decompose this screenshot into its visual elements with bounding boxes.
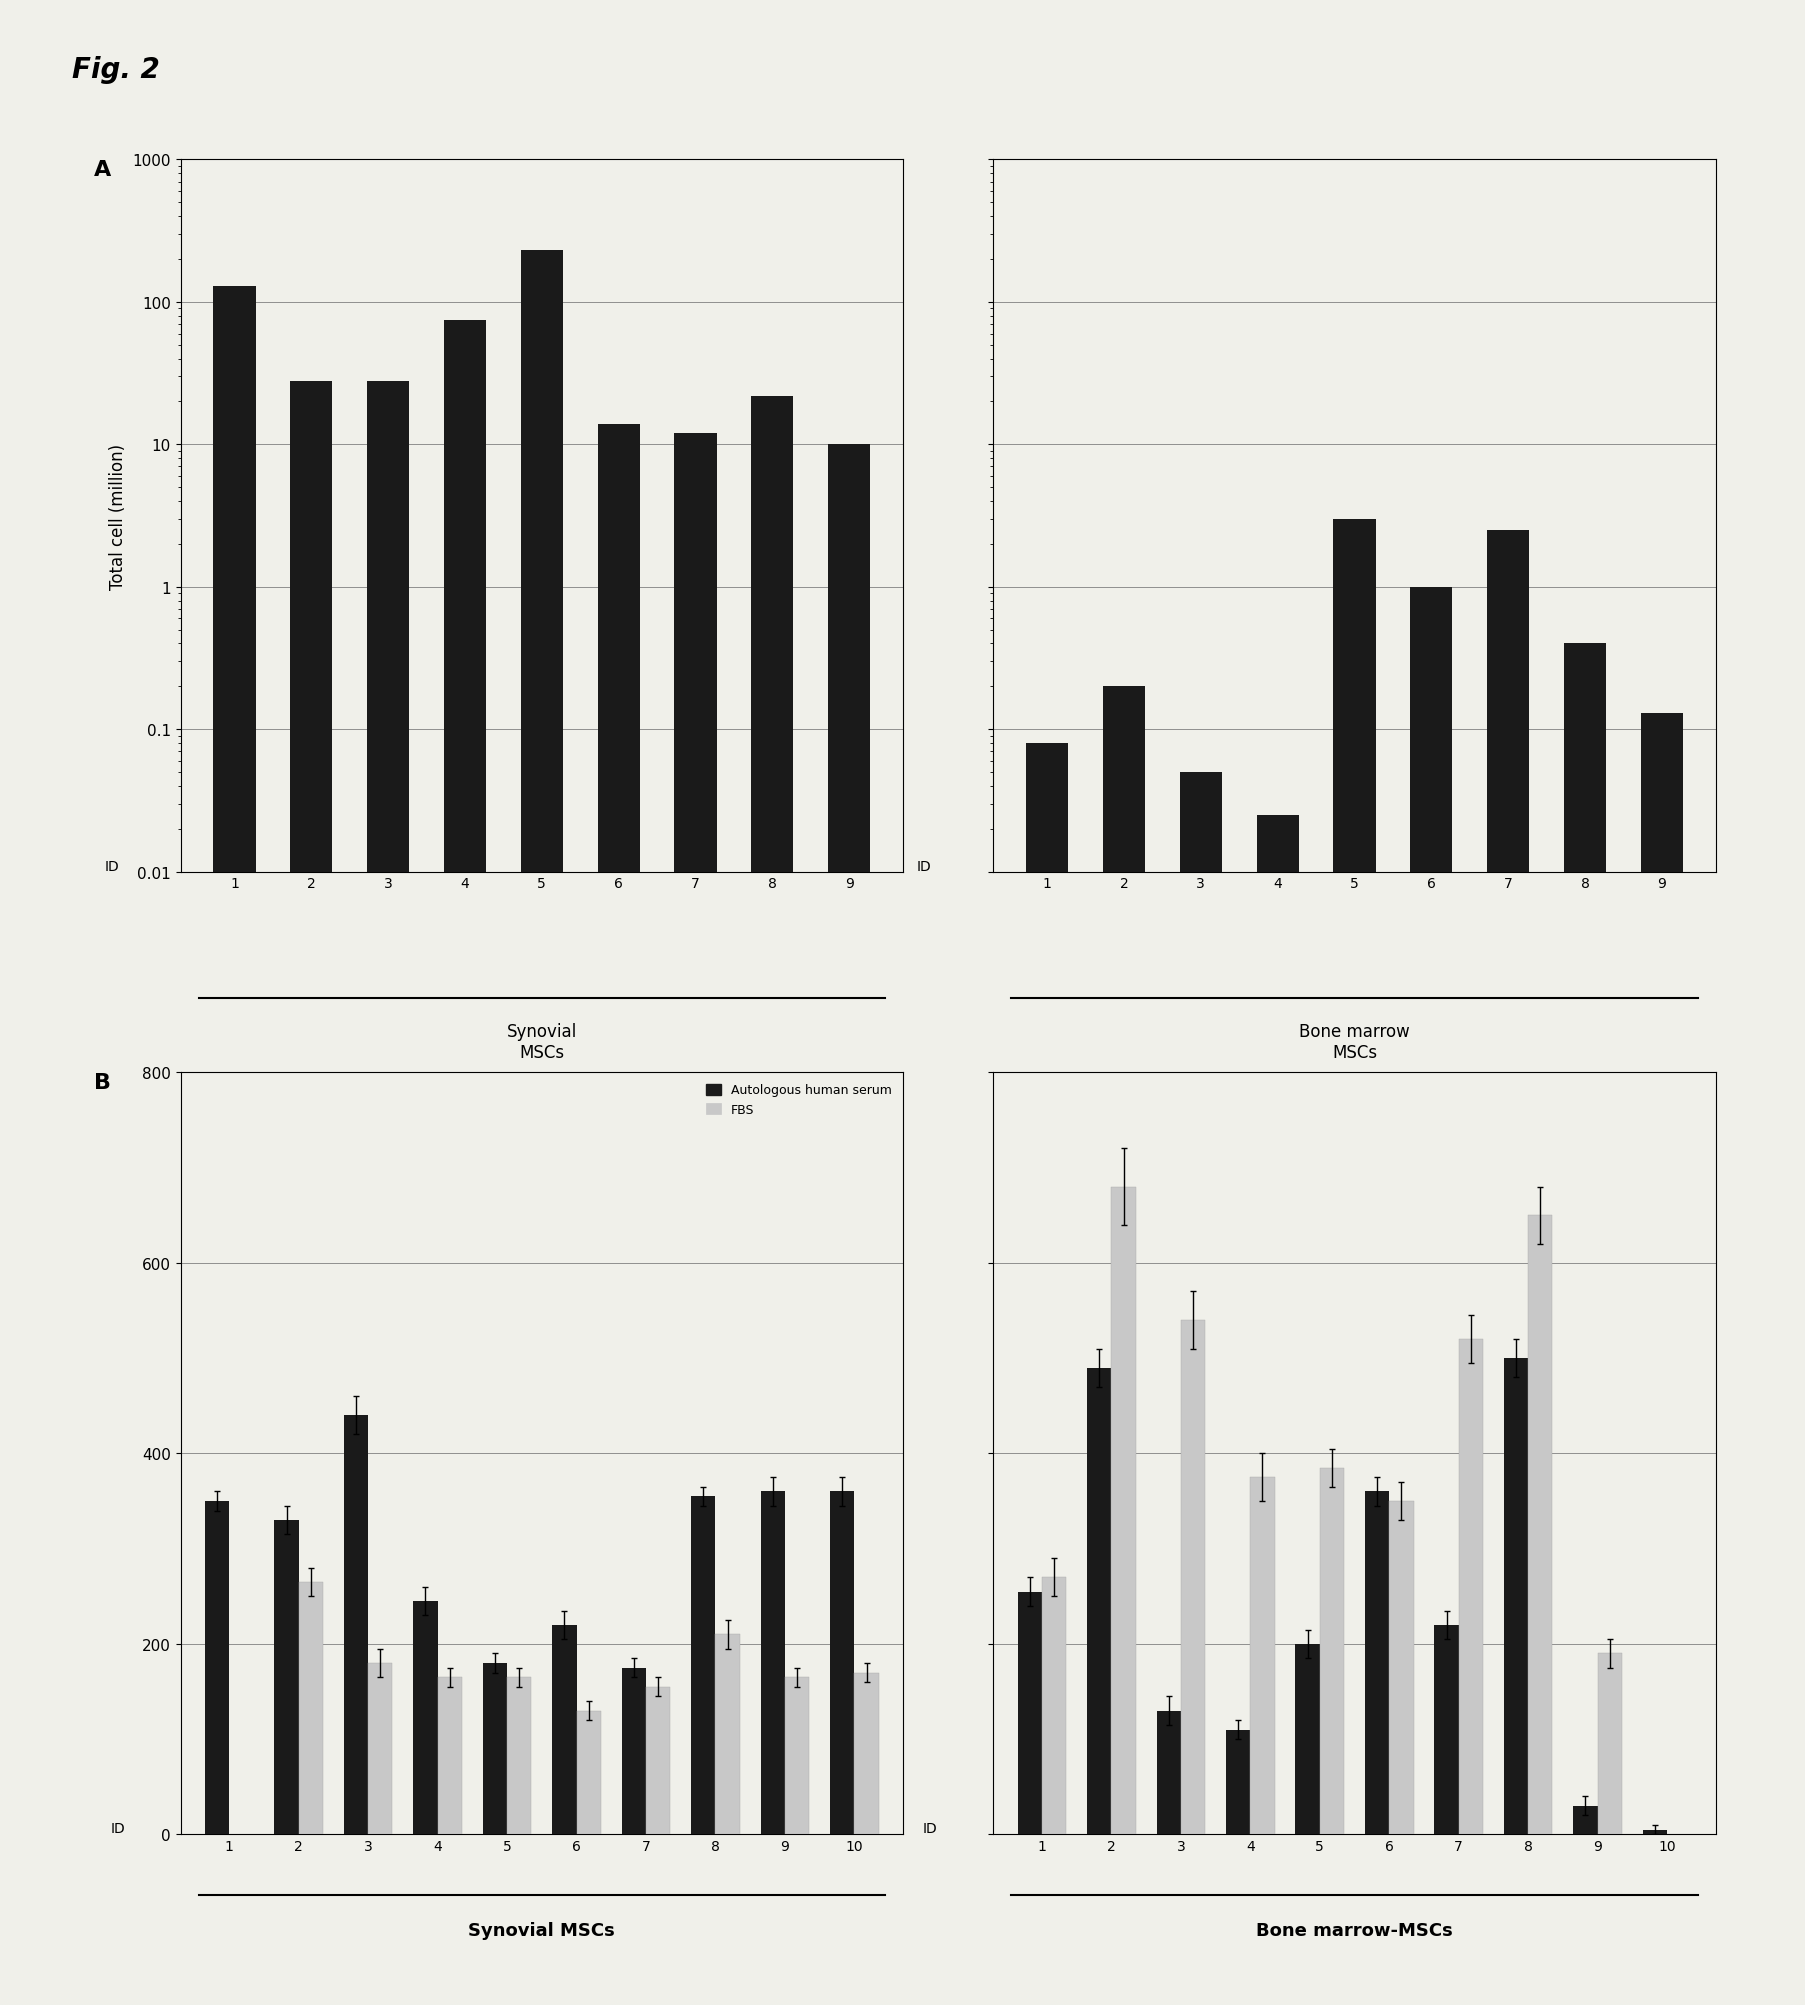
Bar [1226,1730,1249,1835]
Bar [1179,772,1222,2005]
Bar [597,425,639,2005]
Bar [274,1520,298,1835]
Bar [1319,1468,1343,1835]
Bar [1643,1831,1666,1835]
Bar [1486,531,1529,2005]
Bar [1388,1502,1413,1835]
Text: Bone marrow-MSCs: Bone marrow-MSCs [1256,1921,1451,1939]
Text: ID: ID [105,860,119,874]
Bar [828,445,870,2005]
Bar [1504,1359,1527,1835]
Bar [830,1492,854,1835]
Bar [413,1602,437,1835]
Bar [715,1634,740,1835]
Bar [1110,1187,1135,1835]
Bar [1041,1578,1065,1835]
Bar [1256,816,1298,2005]
Bar [751,397,792,2005]
Text: B: B [94,1073,110,1093]
Bar [1180,1319,1204,1835]
Bar [646,1686,670,1835]
Bar [213,287,255,2005]
Bar [444,321,486,2005]
Bar [673,433,717,2005]
Bar [482,1662,507,1835]
Text: Bone marrow
MSCs: Bone marrow MSCs [1298,1023,1410,1061]
Bar [204,1502,229,1835]
Text: Synovial
MSCs: Synovial MSCs [507,1023,576,1061]
Bar [1597,1654,1621,1835]
Bar [1249,1478,1274,1835]
Bar [552,1624,576,1835]
Bar [291,381,332,2005]
Text: A: A [94,160,112,180]
Bar [1025,744,1067,2005]
Bar [1155,1710,1180,1835]
Bar [1365,1492,1388,1835]
Bar [298,1582,323,1835]
Bar [520,251,563,2005]
Bar [1641,714,1682,2005]
Bar [621,1668,646,1835]
Bar [1458,1339,1482,1835]
Bar [1332,519,1375,2005]
Text: ID: ID [922,1821,937,1835]
Bar [1572,1807,1597,1835]
Bar [691,1496,715,1835]
Bar [343,1416,368,1835]
Bar [437,1678,462,1835]
Bar [1294,1644,1319,1835]
Bar [1527,1215,1552,1835]
Bar [368,1662,392,1835]
Bar [1016,1592,1041,1835]
Legend: Autologous human serum, FBS: Autologous human serum, FBS [700,1079,897,1121]
Text: ID: ID [917,860,931,874]
Bar [366,381,410,2005]
Bar [1103,688,1144,2005]
Bar [1410,587,1451,2005]
Bar [507,1678,531,1835]
Bar [760,1492,785,1835]
Y-axis label: Total cell (million): Total cell (million) [108,443,126,589]
Text: Synovial MSCs: Synovial MSCs [467,1921,616,1939]
Bar [576,1710,601,1835]
Bar [854,1672,879,1835]
Bar [1563,644,1605,2005]
Text: Fig. 2: Fig. 2 [72,56,161,84]
Text: ID: ID [110,1821,125,1835]
Bar [1433,1624,1458,1835]
Bar [1087,1367,1110,1835]
Bar [785,1678,809,1835]
